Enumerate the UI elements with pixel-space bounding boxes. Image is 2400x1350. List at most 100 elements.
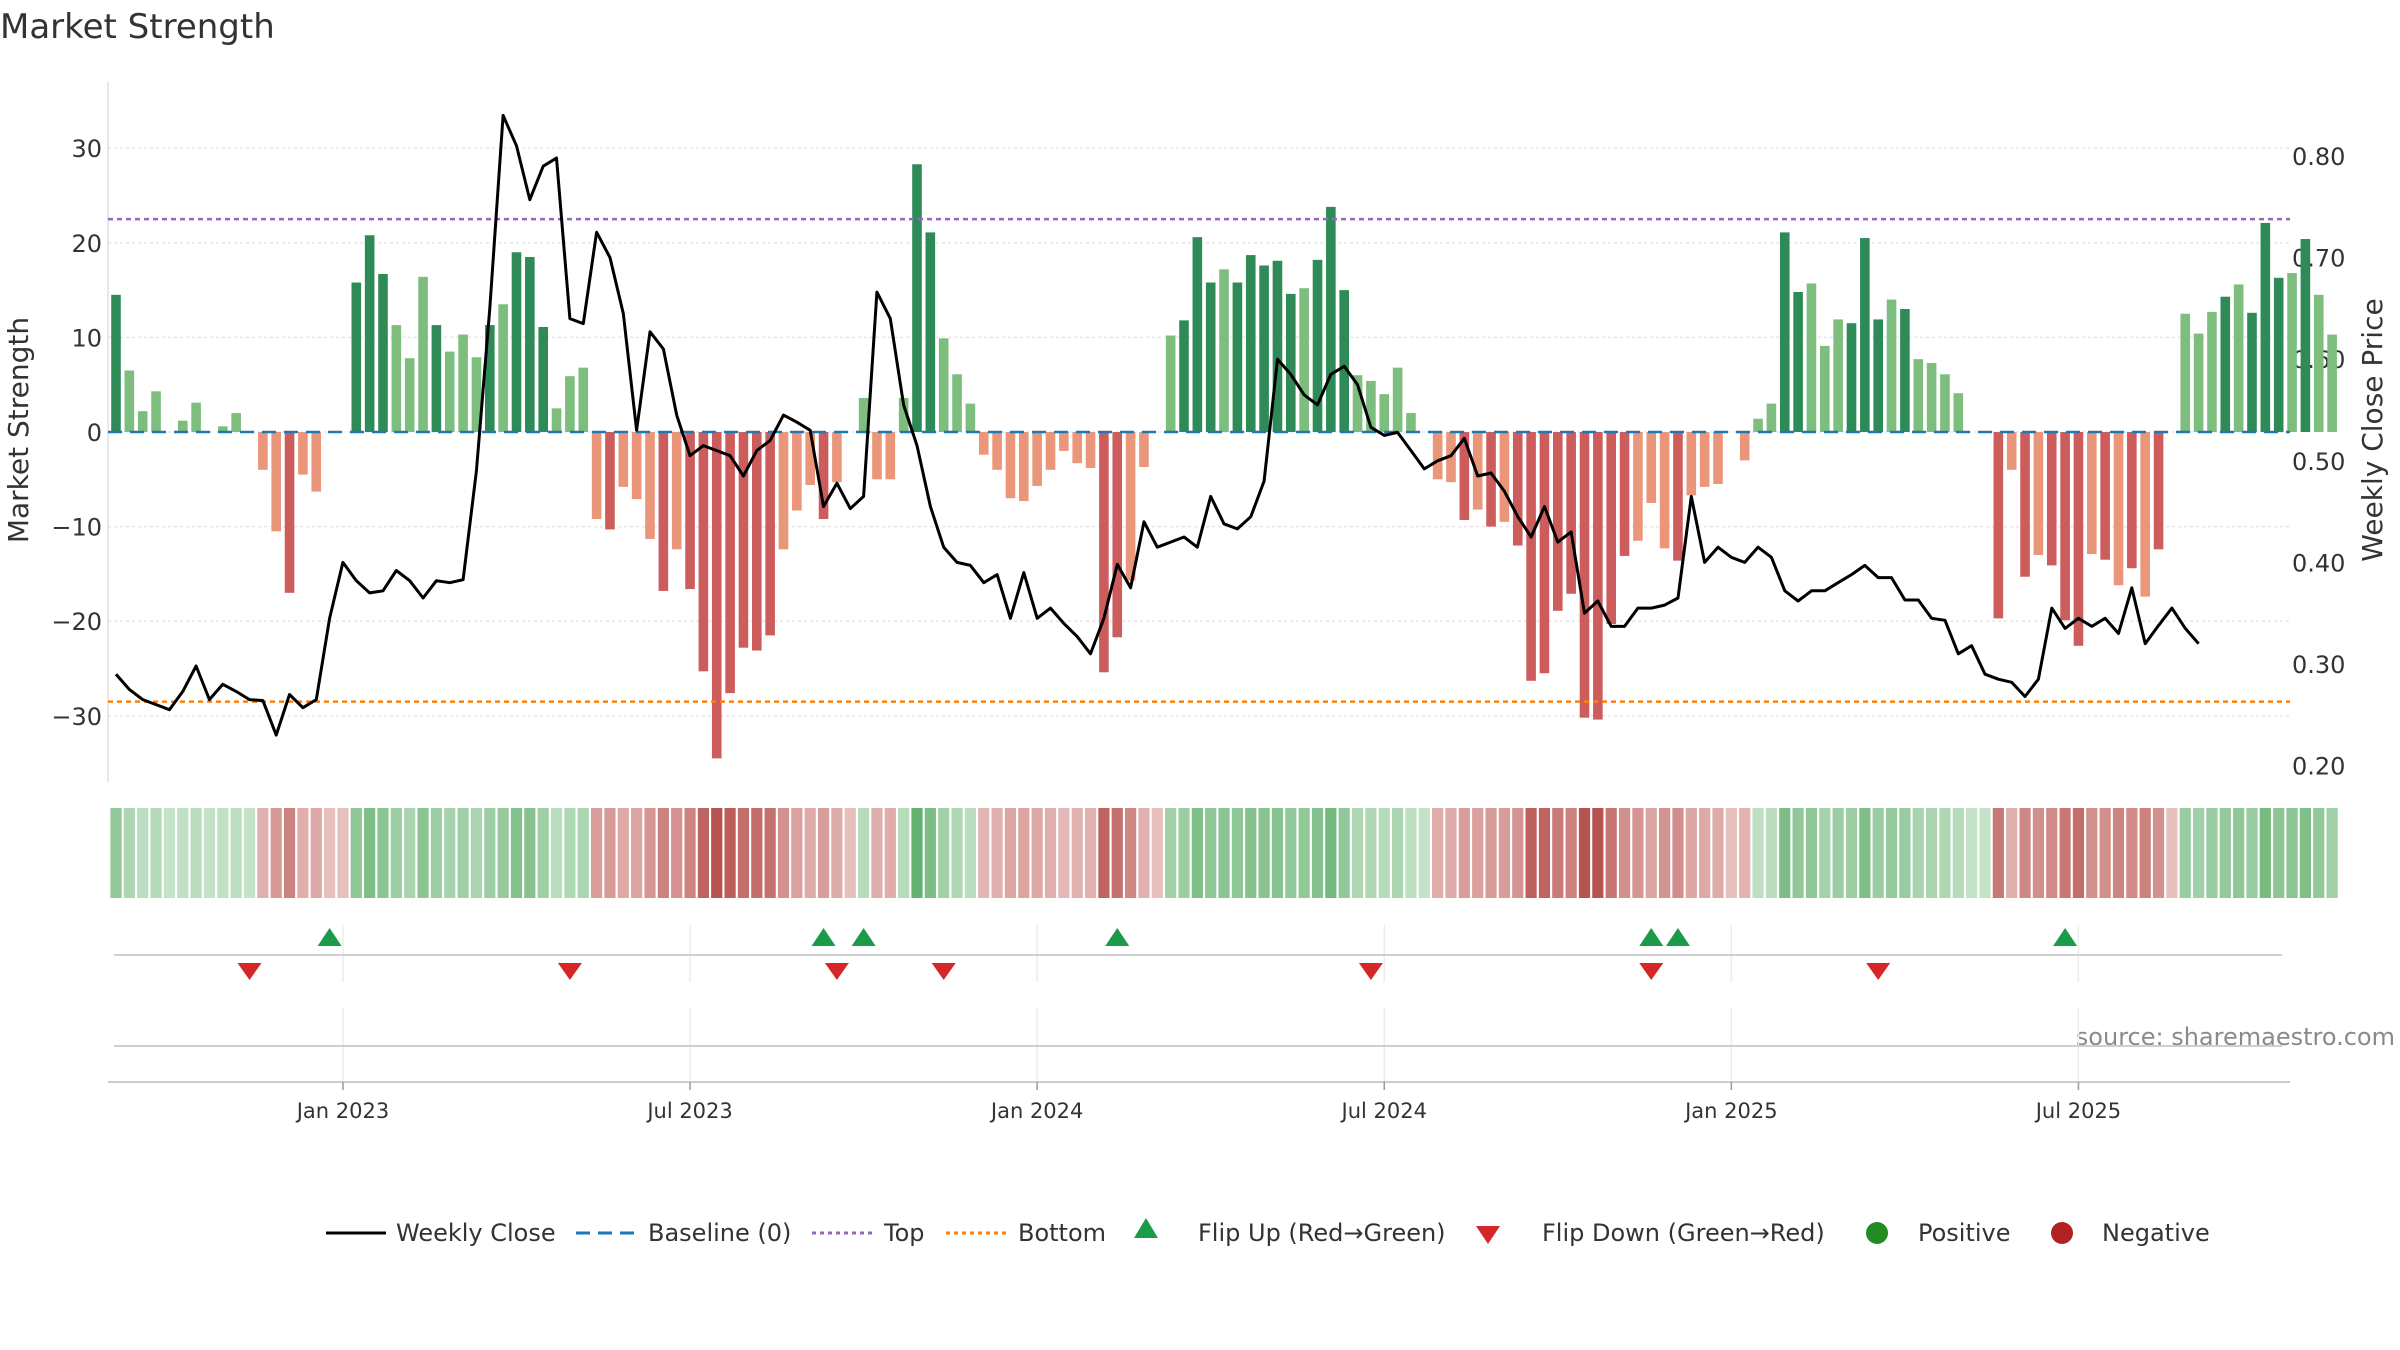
reference-lines bbox=[108, 217, 2290, 703]
heat-cell bbox=[2233, 808, 2245, 898]
heat-cell bbox=[1952, 808, 1964, 898]
heat-cell bbox=[657, 808, 669, 898]
strength-bar bbox=[2273, 277, 2284, 432]
strength-bar bbox=[498, 304, 508, 432]
strength-bar bbox=[711, 432, 722, 759]
strength-bar bbox=[698, 432, 709, 672]
strength-bar bbox=[191, 402, 201, 432]
heat-cell bbox=[1992, 808, 2004, 898]
legend-flip-up-label: Flip Up (Red→Green) bbox=[1198, 1219, 1446, 1247]
heat-cell bbox=[1218, 808, 1230, 898]
strength-bar bbox=[2260, 222, 2271, 432]
strength-bar bbox=[752, 432, 762, 651]
strength-bar bbox=[151, 391, 161, 432]
heat-cell bbox=[1111, 808, 1123, 898]
legend-top-label: Top bbox=[883, 1219, 925, 1247]
heat-cell bbox=[510, 808, 523, 898]
strength-bar bbox=[1272, 260, 1283, 432]
x-tick-label: Jan 2024 bbox=[989, 1099, 1084, 1123]
strength-bar bbox=[271, 432, 281, 532]
heat-cell bbox=[631, 808, 643, 898]
strength-bar bbox=[2220, 296, 2231, 432]
heat-cell bbox=[898, 808, 910, 898]
strength-bar bbox=[1299, 288, 1309, 432]
strength-bar bbox=[1326, 206, 1336, 432]
strength-bar bbox=[431, 325, 442, 432]
strength-bar bbox=[1606, 432, 1616, 625]
heat-cell bbox=[1872, 808, 1884, 898]
flip-up-marker bbox=[1665, 928, 1690, 946]
heat-cell bbox=[1485, 808, 1497, 898]
strength-bar bbox=[1312, 259, 1323, 432]
strength-bar bbox=[1806, 283, 1817, 432]
heat-cell bbox=[2246, 808, 2258, 898]
heat-cell bbox=[2219, 808, 2231, 898]
heat-cell bbox=[1044, 808, 1057, 898]
strength-bar bbox=[2180, 313, 2191, 432]
x-tick-label: Jul 2023 bbox=[645, 1099, 732, 1123]
heat-cell bbox=[1565, 808, 1577, 898]
heat-cell bbox=[1819, 808, 1831, 898]
heat-cell bbox=[831, 808, 843, 898]
heat-cell bbox=[724, 808, 736, 898]
heat-cell bbox=[404, 808, 416, 898]
strength-bar bbox=[1072, 432, 1082, 464]
heat-cell bbox=[1979, 808, 1991, 898]
strength-bar bbox=[992, 432, 1002, 470]
weekly-close-line bbox=[114, 113, 2200, 737]
heat-cell bbox=[1659, 808, 1671, 898]
heat-cell bbox=[817, 808, 830, 898]
strength-bar bbox=[231, 413, 241, 432]
heat-cell bbox=[1792, 808, 1804, 898]
strength-bar bbox=[378, 274, 388, 432]
heat-cell bbox=[1912, 808, 1924, 898]
strength-bar bbox=[952, 374, 962, 432]
heat-cell bbox=[1004, 808, 1017, 898]
heat-cell bbox=[1725, 808, 1737, 898]
strength-bar bbox=[818, 432, 829, 520]
heat-cell bbox=[2099, 808, 2111, 898]
heat-cell bbox=[524, 808, 536, 898]
strength-bar bbox=[1886, 299, 1897, 432]
strength-bar bbox=[1846, 323, 1857, 432]
heat-cell bbox=[1285, 808, 1297, 898]
heat-cell bbox=[1805, 808, 1818, 898]
heat-cell bbox=[1432, 808, 1444, 898]
heat-cell bbox=[1018, 808, 1030, 898]
strength-bar bbox=[1232, 282, 1243, 432]
heat-cell bbox=[457, 808, 469, 898]
strength-bar bbox=[898, 397, 909, 432]
heat-cell bbox=[617, 808, 629, 898]
left-tick-label: −30 bbox=[51, 703, 102, 731]
strength-bar bbox=[258, 432, 268, 470]
right-axis-ticks: 0.800.700.600.500.400.300.20 bbox=[2292, 143, 2345, 781]
legend-flip-up-icon bbox=[1134, 1218, 1158, 1238]
x-tick-label: Jul 2025 bbox=[2034, 1099, 2121, 1123]
strength-bar bbox=[2287, 273, 2297, 432]
heat-cell bbox=[297, 808, 309, 898]
heat-cell bbox=[270, 808, 282, 898]
strength-bar bbox=[2233, 284, 2244, 432]
heat-cell bbox=[858, 808, 870, 898]
heat-cell bbox=[1699, 808, 1711, 898]
strength-bar bbox=[311, 432, 322, 492]
legend-baseline-label: Baseline (0) bbox=[648, 1219, 791, 1247]
right-tick-label: 0.80 bbox=[2292, 143, 2345, 171]
heat-cell bbox=[2072, 808, 2085, 898]
heat-cell bbox=[1605, 808, 1617, 898]
strength-bar bbox=[2033, 432, 2044, 555]
strength-bar bbox=[404, 358, 415, 432]
heat-cell bbox=[470, 808, 483, 898]
heat-cell bbox=[417, 808, 429, 898]
heat-cell bbox=[1418, 808, 1430, 898]
strength-bar bbox=[1686, 432, 1697, 496]
x-tick-label: Jan 2023 bbox=[295, 1099, 390, 1123]
heat-cell bbox=[2313, 808, 2325, 898]
strength-bar bbox=[685, 432, 695, 590]
heat-cell bbox=[1298, 808, 1310, 898]
heat-cell bbox=[1552, 808, 1564, 898]
heat-cell bbox=[257, 808, 269, 898]
heat-cell bbox=[1351, 808, 1364, 898]
heat-cell bbox=[1325, 808, 1337, 898]
strength-heat-strip bbox=[110, 808, 2338, 898]
